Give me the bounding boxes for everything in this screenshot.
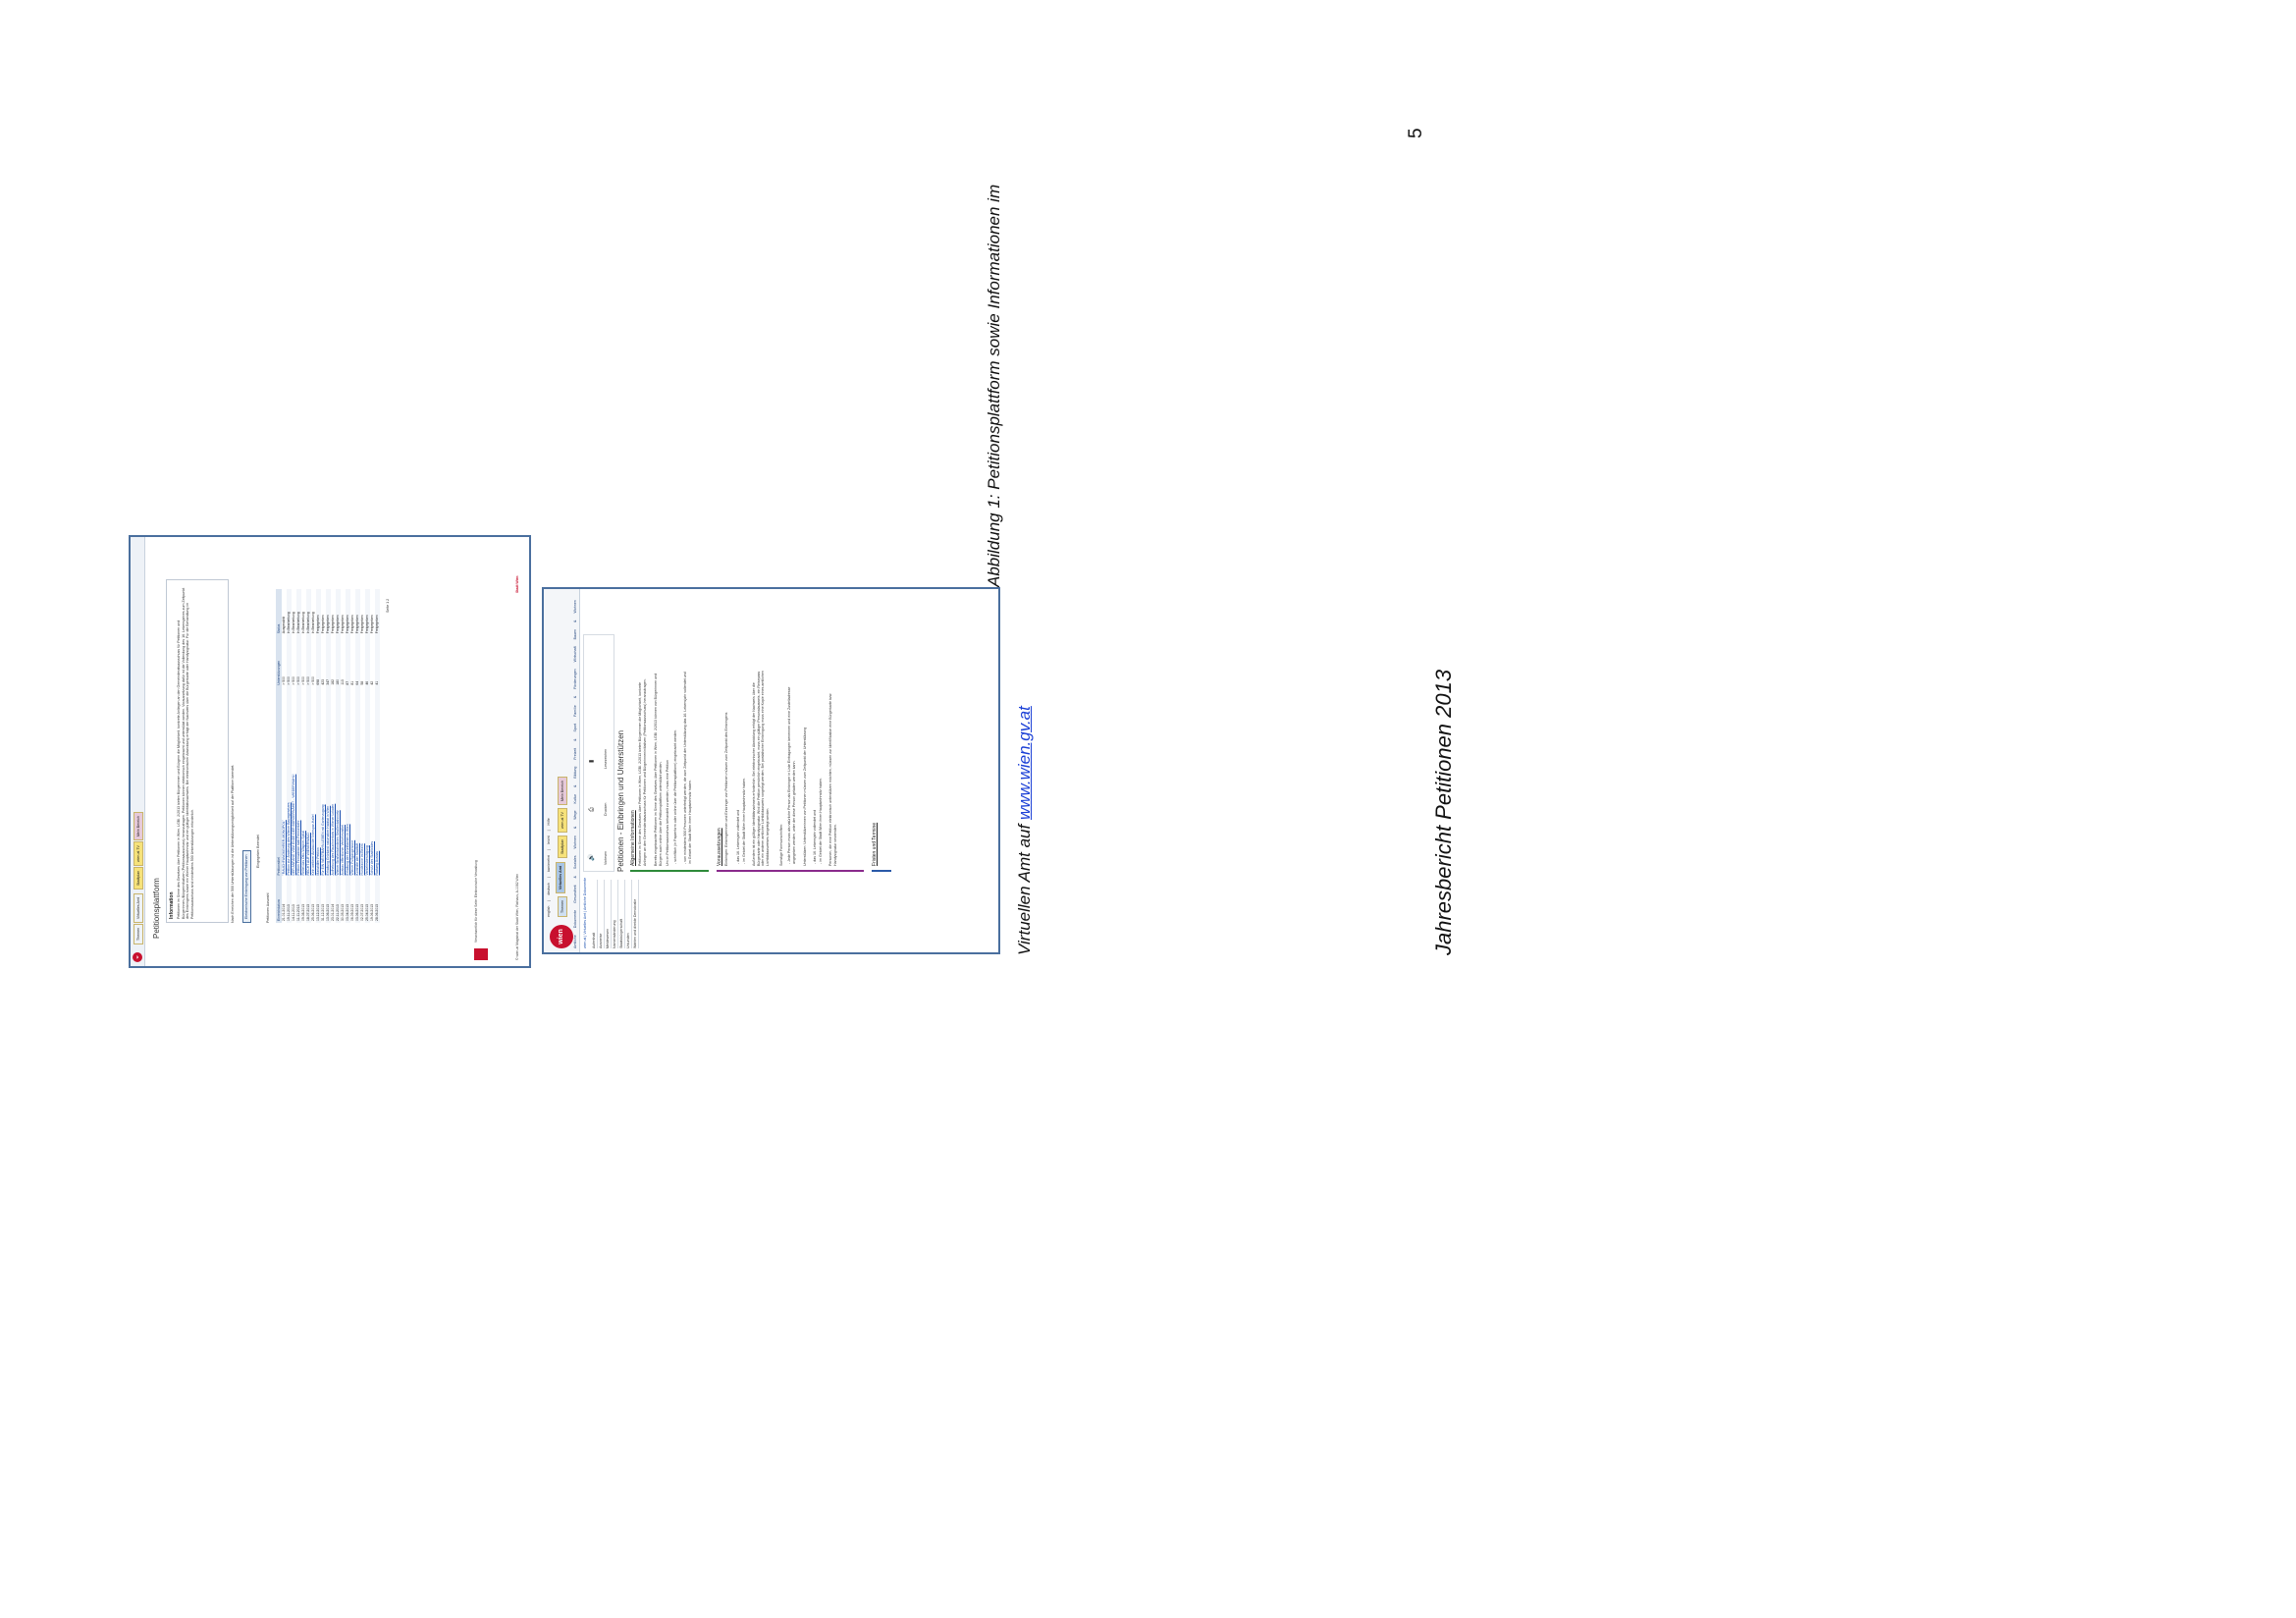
subnav-kultur[interactable]: Kultur & Bildung — [573, 766, 577, 804]
bookmark-icon[interactable]: ▮ — [589, 759, 595, 763]
wien-link[interactable]: www.wien.gv.at — [1015, 706, 1034, 821]
subnav-freizeit[interactable]: Freizeit & Sport — [573, 723, 577, 760]
tab-themen[interactable]: Themen — [558, 895, 567, 917]
section-bar — [630, 870, 709, 872]
info-note: Nach Erreichen der 500 Unterstützungen i… — [231, 764, 235, 923]
figure-caption: Abbildung 1: Petitionsplattform sowie In… — [985, 184, 1003, 587]
print-icon[interactable]: ⎙ — [589, 807, 595, 812]
tab-wien-at-tv[interactable]: wien.at TV — [133, 841, 143, 866]
electronic-submission-button[interactable]: Elektronische Einbringung von Petitionen — [242, 850, 251, 923]
section2-text2: Außerdem ist ein gültiger Identitätsnach… — [752, 671, 770, 866]
subnav-amtliche-dokumente[interactable]: Amtliche Dokumente — [573, 909, 577, 948]
info-box: Information Petitionen im Sinne des Gese… — [166, 579, 229, 923]
virtuelles-amt-page: wien english | deutsch | barrierefrei | … — [544, 589, 998, 952]
footer-copyright: © wien.at Magistrat der Stadt Wien, Rath… — [515, 873, 519, 960]
bullet-item: - von mindestens 500 Personen unterferti… — [683, 672, 692, 864]
tab-mein-bereich[interactable]: Mein Bereich — [558, 777, 567, 805]
side-menu-item[interactable]: Namensänderung — [612, 880, 618, 948]
figure-caption-continued: Virtuellen Amt auf www.wien.gv.at — [1015, 706, 1035, 955]
sub-navigation: Amtliche Dokumente Gesundheit & Soziales… — [573, 600, 578, 948]
wien-flag-icon — [474, 948, 488, 960]
table-row: 28.06.2013 Radweg Ausbau 41 Freigegeben — [375, 589, 380, 923]
section1-text2: Bereits eingebrachte Petitionen im Sinne… — [654, 673, 663, 866]
link-hilfe[interactable]: Hilfe — [547, 818, 551, 826]
tab-virtuelles-amt[interactable]: Virtuelles Amt — [133, 893, 143, 923]
section-fristen-und-termine[interactable]: Fristen und Termine — [872, 822, 878, 866]
report-title: Jahresbericht Petitionen 2013 — [1431, 669, 1456, 955]
cell-date: 28.06.2013 — [375, 877, 380, 923]
bullet-item: - im Gebiet der Stadt Wien ihren Hauptwo… — [742, 778, 746, 864]
cell-status: Freigegeben — [375, 589, 380, 636]
tab-themen[interactable]: Themen — [133, 923, 143, 944]
screenshot-virtuelles-amt: wien english | deutsch | barrierefrei | … — [542, 587, 1000, 954]
section2-text3: Sonstige Formvorschriften: — [779, 824, 783, 866]
side-menu-item[interactable]: Ausweise — [598, 880, 605, 948]
stadt-wien-logo: Stadt Wien — [515, 575, 519, 594]
section2-text4: Unterstützen: Unterstützerinnen von Peti… — [803, 727, 807, 866]
page-number: 5 — [1406, 128, 1426, 138]
tab-mein-bereich[interactable]: Mein Bereich — [133, 812, 143, 840]
info-text: Petitionen im Sinne des Gesetzes über Pe… — [177, 587, 194, 919]
bullet-item: - im Gebiet der Stadt Wien ihren Hauptwo… — [819, 778, 823, 864]
subnav-wohnen[interactable]: Wohnen & Wege — [573, 810, 577, 849]
info-heading: Information — [169, 891, 175, 920]
breadcrumb[interactable]: wien.at | Virtuelles Amt | Amtliche Doku… — [583, 877, 587, 948]
side-menu-item[interactable]: Aufenthalt — [591, 880, 598, 948]
wien-logo[interactable]: W — [133, 952, 142, 962]
link-barrierefrei[interactable]: barrierefrei — [547, 854, 551, 873]
link-english[interactable]: english — [547, 905, 551, 917]
bullet-item: - schriftlich (in Papierform oder online… — [673, 728, 677, 864]
section-bar — [872, 870, 891, 872]
tool-icons-box: 🔊 Vorlesen ⎙ Drucken ▮ Lesezeichen — [583, 634, 614, 872]
side-menu-item[interactable]: Wahlen und direkte Demokratie — [632, 880, 639, 948]
speaker-icon[interactable]: 🔊 — [589, 853, 595, 861]
side-menu-item[interactable]: Meldewesen — [605, 880, 612, 948]
subnav-wirtschaft[interactable]: Wirtschaft — [573, 646, 577, 663]
section2-text5: Personen, die eine Petition elektronisch… — [828, 692, 837, 866]
print-label: Drucken — [604, 802, 608, 816]
filter-options[interactable]: Eingegeben Beendet — [256, 835, 260, 868]
top-links: english | deutsch | barrierefrei | leich… — [547, 818, 551, 917]
top-navigation: W Themen Virtuelles Amt Stadtplan wien.a… — [131, 537, 145, 966]
pager[interactable]: Seite 1 2 — [386, 598, 390, 613]
header: wien english | deutsch | barrierefrei | … — [544, 589, 580, 952]
read-aloud-label: Vorlesen — [604, 851, 608, 865]
cell-supporters: 41 — [375, 635, 380, 687]
cell-title[interactable]: Radweg Ausbau — [375, 686, 380, 878]
tab-virtuelles-amt[interactable]: Virtuelles Amt — [556, 862, 565, 893]
side-menu: Aufenthalt Ausweise Meldewesen Namensänd… — [591, 880, 639, 948]
petition-table: Einreichdatum Petitionstitel Unterstützu… — [276, 589, 380, 923]
page-title: Petitionsplattform — [152, 878, 161, 939]
caption-prefix: Virtuellen Amt auf — [1015, 820, 1034, 955]
side-menu-item[interactable]: Staatsbürgerschaft — [618, 880, 625, 948]
filter-label: Petitionen Auswahl — [266, 892, 270, 923]
footer-contact: Verantwortlich für diese Seite: Elektron… — [474, 860, 478, 943]
section-allgemeine-informationen: Allgemeine Informationen — [630, 810, 636, 866]
tab-wien-at-tv[interactable]: wien.at TV — [558, 808, 567, 833]
section1-text3: Um im Petitionsausschuss behandelt zu we… — [666, 760, 669, 866]
petitionsplattform-page: W Themen Virtuelles Amt Stadtplan wien.a… — [131, 537, 529, 966]
section2-text: Einbringen: Einbringerinnen und Einbring… — [724, 712, 728, 866]
tab-stadtplan[interactable]: Stadtplan — [558, 835, 567, 858]
bookmark-label: Lesezeichen — [604, 748, 608, 769]
wien-logo[interactable]: wien — [550, 925, 573, 948]
tab-stadtplan[interactable]: Stadtplan — [133, 866, 143, 890]
side-menu-item[interactable]: Urkunden — [625, 880, 632, 948]
section-bar — [717, 870, 864, 872]
screenshot-petitionsplattform: W Themen Virtuelles Amt Stadtplan wien.a… — [129, 535, 531, 968]
section1-text: Petitionen im Sinne des Gesetzes über Pe… — [638, 678, 647, 866]
subnav-bauen[interactable]: Bauen & Wohnen — [573, 600, 577, 640]
page-title: Petitionen - Einbringen und Unterstützen — [616, 729, 625, 872]
bullet-item: - Jede Person muss als natürliche Person… — [787, 686, 796, 864]
subnav-familie[interactable]: Familie & Förderungen — [573, 669, 577, 717]
bullet-item: - das 16. Lebensjahr vollendet und — [736, 809, 740, 864]
bullet-item: - das 16. Lebensjahr vollendet und — [813, 809, 817, 864]
section-voraussetzungen: Voraussetzungen — [717, 828, 722, 866]
link-deutsch[interactable]: deutsch — [547, 883, 551, 895]
link-leicht[interactable]: leicht — [547, 836, 551, 844]
subnav-gesundheit[interactable]: Gesundheit & Soziales — [573, 855, 577, 903]
